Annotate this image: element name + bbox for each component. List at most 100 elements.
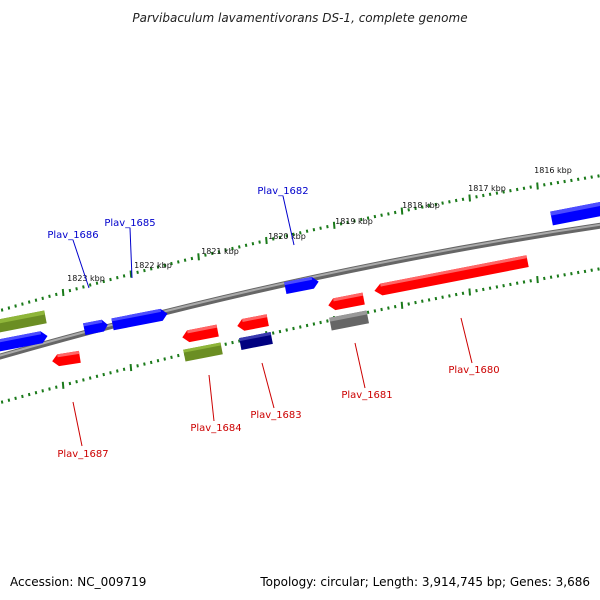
- outer-ruler-tick: [210, 251, 214, 256]
- label-group-plav-1683: Plav_1683: [250, 362, 302, 421]
- outer-ruler-tick: [224, 248, 227, 252]
- inner-ruler-tick: [502, 284, 505, 288]
- inner-ruler-tick: [427, 298, 431, 302]
- inner-ruler-tick: [590, 268, 593, 272]
- outer-ruler-tick: [109, 277, 112, 282]
- gene-plav-1680[interactable]: [373, 255, 529, 297]
- inner-ruler-tick: [366, 310, 370, 314]
- outer-ruler-tick: [509, 189, 512, 193]
- outer-ruler-tick: [251, 242, 255, 246]
- inner-ruler-tick: [326, 319, 329, 323]
- outer-ruler-tick: [197, 253, 200, 261]
- inner-ruler-tick: [21, 394, 24, 399]
- outer-ruler-tick: [177, 260, 180, 264]
- outer-ruler-tick: [0, 308, 4, 312]
- gene-label-plav-1684[interactable]: Plav_1684: [190, 423, 241, 434]
- outer-ruler-tick: [441, 201, 444, 205]
- inner-ruler-tick: [556, 274, 560, 278]
- inner-ruler-tick: [55, 385, 58, 389]
- kbp-label-1818: 1818 kbp: [402, 201, 440, 210]
- gene-blue-left-forward[interactable]: [0, 330, 49, 353]
- outer-ruler-tick: [41, 296, 44, 300]
- outer-ruler-tick: [116, 276, 119, 280]
- inner-ruler-tick: [576, 270, 580, 275]
- inner-ruler-tick: [421, 299, 424, 303]
- gene-plav-1685[interactable]: [111, 308, 168, 331]
- inner-ruler-tick: [387, 306, 390, 310]
- kbp-label-1819: 1819 kbp: [335, 217, 373, 226]
- outer-ruler-tick: [482, 193, 485, 198]
- inner-ruler-tick: [509, 282, 512, 287]
- outer-ruler-tick: [319, 226, 322, 230]
- outer-ruler-tick: [299, 231, 302, 235]
- outer-ruler-tick: [366, 216, 370, 220]
- outer-ruler-tick: [190, 256, 194, 261]
- gene-plav-1684[interactable]: [183, 342, 223, 362]
- outer-ruler-tick: [360, 217, 363, 222]
- gene-plav-1687[interactable]: [51, 350, 81, 367]
- gene-plav-1686[interactable]: [83, 319, 109, 336]
- inner-ruler-tick: [319, 320, 322, 325]
- outer-ruler-tick: [536, 182, 539, 190]
- inner-ruler-tick: [41, 389, 44, 393]
- gene-plav-1682[interactable]: [284, 276, 320, 294]
- gene-red-1681-adjacent[interactable]: [327, 292, 365, 312]
- inner-ruler-tick: [122, 367, 126, 371]
- outer-ruler-tick: [488, 192, 492, 196]
- outer-ruler-tick: [312, 228, 316, 232]
- genome-summary-text: Topology: circular; Length: 3,914,745 bp…: [259, 575, 590, 589]
- label-group-plav-1684: Plav_1684: [190, 374, 242, 434]
- outer-ruler-tick: [346, 220, 349, 225]
- inner-ruler-tick: [448, 294, 451, 298]
- kbp-label-1820: 1820 kbp: [268, 232, 306, 241]
- gene-plav-1681[interactable]: [329, 310, 369, 331]
- inner-ruler-tick: [170, 355, 173, 359]
- gene-blue-right-forward[interactable]: [550, 200, 600, 226]
- inner-ruler-tick: [95, 374, 99, 378]
- inner-ruler-tick: [515, 281, 519, 285]
- outer-ruler-tick: [231, 246, 234, 251]
- inner-ruler-tick: [536, 276, 539, 284]
- gene-label-plav-1686[interactable]: Plav_1686: [47, 230, 98, 241]
- outer-ruler-tick: [129, 270, 133, 278]
- outer-ruler-tick: [55, 292, 58, 297]
- outer-ruler-tick: [387, 212, 390, 216]
- inner-ruler-tick: [292, 326, 295, 331]
- gene-label-plav-1685[interactable]: Plav_1685: [104, 218, 155, 229]
- outer-ruler-tick: [217, 250, 221, 254]
- gene-label-plav-1681[interactable]: Plav_1681: [341, 390, 392, 401]
- kbp-label-1816: 1816 kbp: [534, 166, 572, 175]
- outer-ruler-tick: [461, 197, 465, 201]
- outer-ruler-tick: [556, 180, 560, 185]
- kbp-label-1821: 1821 kbp: [201, 247, 239, 256]
- inner-ruler-tick: [414, 300, 417, 305]
- inner-ruler-tick: [34, 391, 38, 395]
- gene-red-1683-adjacent[interactable]: [236, 314, 269, 332]
- inner-ruler-tick: [61, 381, 65, 389]
- inner-ruler-tick: [238, 339, 241, 343]
- gene-plav-1683[interactable]: [239, 332, 273, 350]
- outer-ruler-tick: [95, 281, 99, 285]
- outer-ruler-tick: [170, 261, 173, 266]
- outer-ruler-tick: [21, 302, 24, 306]
- outer-ruler-tick: [529, 185, 532, 189]
- gene-label-plav-1680[interactable]: Plav_1680: [448, 365, 499, 376]
- gene-olive-left-forward[interactable]: [0, 310, 47, 334]
- inner-ruler-tick: [563, 273, 566, 277]
- gene-label-plav-1687[interactable]: Plav_1687: [57, 449, 108, 460]
- gene-red-1684-adjacent[interactable]: [181, 324, 219, 344]
- inner-ruler-tick: [373, 309, 377, 313]
- outer-ruler-tick: [27, 300, 31, 304]
- inner-ruler-tick: [488, 286, 492, 290]
- label-group-plav-1687: Plav_1687: [57, 401, 109, 460]
- inner-ruler-tick: [136, 364, 139, 368]
- outer-ruler-tick: [515, 187, 519, 192]
- inner-ruler-tick: [0, 400, 4, 404]
- gene-label-plav-1683[interactable]: Plav_1683: [250, 410, 301, 421]
- outer-ruler-tick: [143, 268, 146, 273]
- inner-ruler-tick: [393, 305, 397, 309]
- outer-ruler-tick: [332, 221, 336, 229]
- gene-label-plav-1682[interactable]: Plav_1682: [257, 186, 308, 197]
- outer-ruler-tick: [7, 306, 11, 310]
- outer-ruler-tick: [88, 283, 92, 287]
